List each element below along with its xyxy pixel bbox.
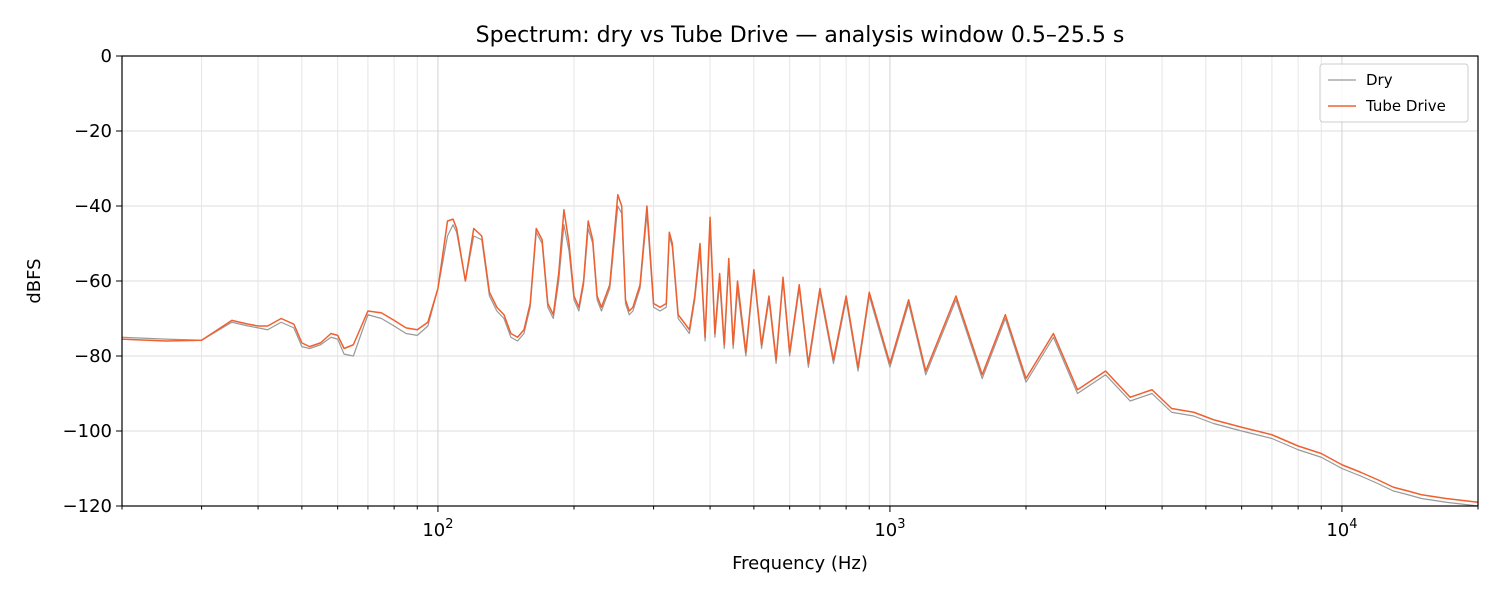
legend: Dry Tube Drive [1319, 63, 1469, 123]
grid [121, 55, 1479, 507]
series-line-dry [122, 205, 1478, 506]
legend-label-tube-drive: Tube Drive [1365, 97, 1446, 115]
y-tick-label: −80 [74, 346, 112, 367]
x-tick-label: 104 [1326, 517, 1357, 541]
y-tick-label: −40 [74, 196, 112, 217]
y-tick-label: −20 [74, 121, 112, 142]
series-layer [122, 194, 1478, 506]
ticks: 0 −20 −40 −60 −80 −100 −120 102 103 104 [63, 46, 1479, 541]
x-tick-label: 102 [422, 517, 453, 541]
y-tick-label: −120 [63, 496, 112, 517]
legend-label-dry: Dry [1366, 71, 1393, 89]
y-tick-label: 0 [101, 46, 112, 67]
legend-box [1319, 63, 1469, 123]
x-tick-label: 103 [874, 517, 905, 541]
y-axis-label: dBFS [24, 258, 45, 303]
y-tick-label: −100 [63, 421, 112, 442]
series-line-tube-drive [122, 194, 1478, 503]
x-axis-label: Frequency (Hz) [732, 553, 868, 574]
chart-title: Spectrum: dry vs Tube Drive — analysis w… [476, 23, 1125, 48]
y-tick-label: −60 [74, 271, 112, 292]
